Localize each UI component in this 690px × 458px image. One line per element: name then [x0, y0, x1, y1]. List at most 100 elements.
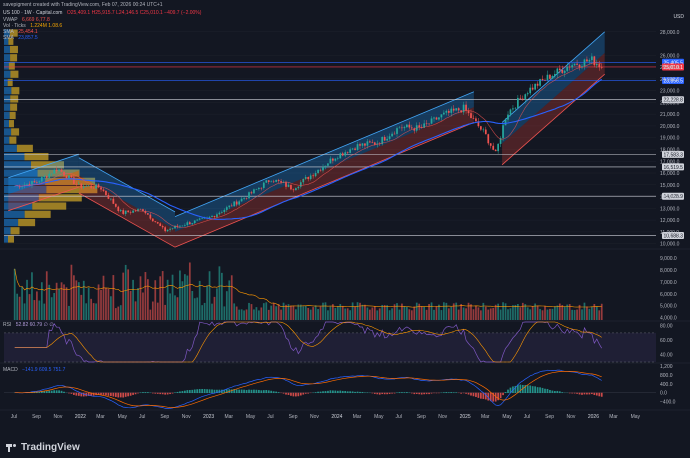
legend-vol-row[interactable]: Vol · Ticks 1.224M 1.08.6: [3, 23, 65, 29]
volume-bar: [107, 288, 110, 320]
volume-profile-bar-gold: [8, 37, 14, 45]
time-axis-label: Mar: [609, 414, 618, 420]
volume-bar: [287, 304, 290, 320]
volume-bar: [60, 282, 63, 320]
macd-histogram-bar: [292, 392, 295, 397]
volume-bar: [297, 304, 300, 320]
volume-bar: [68, 305, 70, 320]
volume-bar: [174, 295, 176, 320]
volume-profile-bar-blue: [4, 70, 11, 78]
volume-bar: [198, 280, 201, 320]
volume-bar: [245, 309, 248, 320]
macd-histogram-bar: [581, 392, 583, 395]
time-axis-label: May: [374, 414, 384, 420]
price-axis-label: 21,000.0: [660, 112, 680, 118]
volume-axis-label: 8,000.0: [660, 268, 677, 274]
volume-bar: [509, 308, 512, 320]
macd-histogram-bar: [87, 392, 90, 396]
volume-bar: [127, 269, 130, 320]
regression-channel-upper: [502, 31, 605, 144]
macd-histogram-bar: [127, 392, 130, 397]
candle-body: [213, 215, 216, 217]
candle-body: [122, 210, 125, 214]
candle-body: [440, 114, 443, 118]
candle-body: [208, 216, 211, 218]
macd-histogram-bar: [129, 392, 132, 396]
legend-symbol-row[interactable]: US 100 · 1W · Capital.com O25,409.1 H25,…: [3, 10, 204, 16]
volume-bar: [462, 307, 465, 320]
volume-bar: [272, 302, 275, 320]
volume-bar: [425, 309, 428, 320]
price-axis-label: 11,000.0: [660, 230, 679, 236]
macd-histogram-bar: [541, 387, 544, 394]
macd-histogram-bar: [238, 389, 241, 394]
volume-bar: [386, 305, 389, 320]
macd-histogram-bar: [139, 392, 142, 394]
volume-bar: [240, 309, 243, 320]
volume-bar: [147, 279, 149, 320]
macd-histogram-bar: [122, 392, 125, 398]
candle-body: [465, 104, 467, 111]
macd-histogram-bar: [465, 392, 467, 394]
macd-histogram-bar: [364, 392, 366, 394]
legend-sma1-row[interactable]: SMA 25,454.1: [3, 29, 41, 35]
regression-channel-lower: [175, 107, 474, 248]
rsi-axis-label: 60.00: [660, 338, 673, 344]
legend-vwap-row[interactable]: VWAP 6,669 6,77.8: [3, 17, 53, 23]
candle-body: [462, 104, 465, 113]
volume-bar: [403, 306, 406, 320]
candle-body: [169, 228, 171, 230]
macd-histogram-bar: [487, 392, 490, 401]
time-axis-label: 2026: [588, 414, 599, 420]
macd-histogram-bar: [588, 392, 591, 395]
price-tag-box: [662, 232, 684, 240]
candle-body: [549, 74, 551, 79]
vwap-line: [14, 62, 602, 228]
volume-bar: [248, 302, 250, 320]
tradingview-logo[interactable]: TradingView: [6, 442, 80, 453]
candle-body: [430, 118, 433, 124]
volume-bar: [28, 294, 31, 320]
macd-histogram-bar: [428, 392, 430, 395]
volume-profile-bar-gold: [8, 62, 15, 70]
legend-sma2-row[interactable]: SMA 23,857.5: [3, 35, 41, 41]
macd-histogram-bar: [92, 392, 95, 396]
legend-rsi-row[interactable]: RSI 52.82 60.79 ∅ ∅: [3, 322, 57, 328]
regression-channel-bottom-line: [501, 73, 605, 166]
candle-body: [556, 68, 559, 75]
macd-histogram-bar: [477, 392, 480, 398]
candle-body: [245, 197, 248, 199]
candle-body: [519, 97, 522, 99]
volume-bar: [132, 279, 134, 320]
volume-bar: [376, 310, 379, 320]
macd-histogram-bar: [578, 392, 581, 395]
macd-histogram-bar: [82, 392, 85, 397]
volume-bar: [151, 301, 154, 320]
volume-bar: [487, 309, 490, 320]
macd-histogram-bar: [403, 392, 406, 394]
candle-body: [90, 185, 93, 188]
volume-profile-bar-gold: [32, 202, 67, 210]
candle-body: [265, 180, 268, 183]
volume-bar: [235, 306, 238, 320]
candle-body: [13, 186, 16, 187]
volume-profile-bar-blue: [4, 161, 31, 169]
time-axis-label: Sep: [289, 414, 298, 420]
macd-histogram-bar: [450, 392, 453, 394]
volume-bar: [114, 308, 117, 320]
candle-body: [142, 209, 144, 212]
volume-profile-bar-gold: [11, 128, 20, 136]
macd-histogram-bar: [388, 392, 391, 394]
macd-histogram-bar: [398, 392, 401, 394]
candle-body: [186, 222, 189, 225]
macd-histogram-bar: [208, 389, 211, 394]
legend-macd-label: MACD: [3, 367, 18, 373]
time-axis-label: Jul: [395, 414, 401, 420]
volume-bar: [137, 288, 139, 320]
volume-bar: [238, 309, 241, 320]
volume-profile-bar-blue: [4, 177, 46, 185]
macd-histogram-bar: [329, 390, 332, 394]
macd-pane: [4, 369, 656, 409]
legend-macd-row[interactable]: MACD −141.9 609.5 751.7: [3, 367, 68, 373]
